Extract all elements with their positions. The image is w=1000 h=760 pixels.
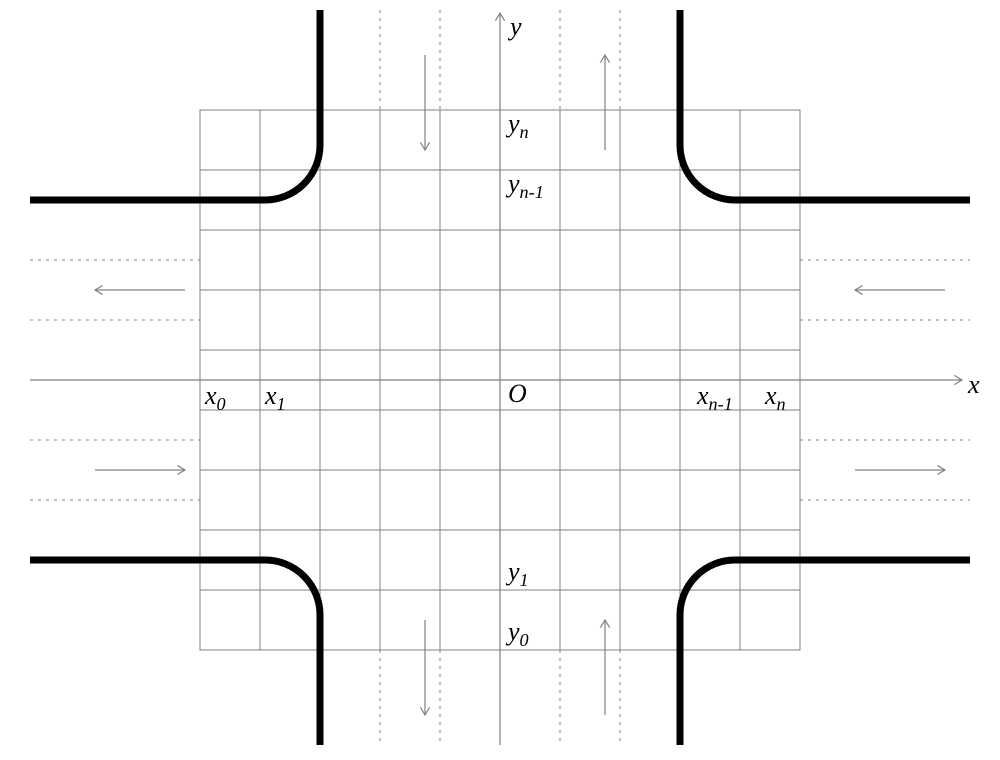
label-x-axis: x	[967, 370, 980, 399]
label-origin: O	[508, 379, 527, 408]
intersection-diagram: Oxyx0x1xn-1xny0y1yn-1yn	[0, 0, 1000, 760]
label-y-axis: y	[507, 12, 522, 41]
